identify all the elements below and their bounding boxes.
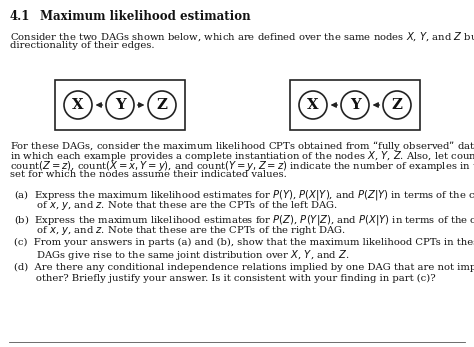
Text: of $x$, $y$, and $z$. Note that these are the CPTs of the left DAG.: of $x$, $y$, and $z$. Note that these ar… <box>14 198 338 212</box>
Circle shape <box>64 91 92 119</box>
Circle shape <box>383 91 411 119</box>
Text: Maximum likelihood estimation: Maximum likelihood estimation <box>40 10 251 23</box>
Circle shape <box>148 91 176 119</box>
Text: For these DAGs, consider the maximum likelihood CPTs obtained from “fully observ: For these DAGs, consider the maximum lik… <box>10 138 474 155</box>
Text: (c)  From your answers in parts (a) and (b), show that the maximum likelihood CP: (c) From your answers in parts (a) and (… <box>14 238 474 247</box>
Text: (a)  Express the maximum likelihood estimates for $P(Y)$, $P(X|Y)$, and $P(Z|Y)$: (a) Express the maximum likelihood estim… <box>14 188 474 202</box>
Text: set for which the nodes assume their indicated values.: set for which the nodes assume their ind… <box>10 169 287 178</box>
Text: directionality of their edges.: directionality of their edges. <box>10 41 155 50</box>
Text: X: X <box>307 98 319 112</box>
Text: (b)  Express the maximum likelihood estimates for $P(Z)$, $P(Y|Z)$, and $P(X|Y)$: (b) Express the maximum likelihood estim… <box>14 213 474 227</box>
FancyBboxPatch shape <box>290 80 420 130</box>
Circle shape <box>106 91 134 119</box>
Text: other? Briefly justify your answer. Is it consistent with your finding in part (: other? Briefly justify your answer. Is i… <box>14 273 436 282</box>
Text: Y: Y <box>350 98 360 112</box>
Text: (d)  Are there any conditional independence relations implied by one DAG that ar: (d) Are there any conditional independen… <box>14 263 474 272</box>
Circle shape <box>299 91 327 119</box>
FancyBboxPatch shape <box>55 80 185 130</box>
Text: count$(Z = z)$, count$(X = x, Y = y)$, and count$(Y = y, Z = z)$ indicate the nu: count$(Z = z)$, count$(X = x, Y = y)$, a… <box>10 159 474 173</box>
Circle shape <box>341 91 369 119</box>
Text: Z: Z <box>156 98 167 112</box>
Text: Consider the two DAGs shown below, which are defined over the same nodes $X$, $Y: Consider the two DAGs shown below, which… <box>10 30 474 43</box>
Text: Y: Y <box>115 98 125 112</box>
Text: in which each example provides a complete instantiation of the nodes $X$, $Y$, $: in which each example provides a complet… <box>10 149 474 162</box>
Text: of $x$, $y$, and $z$. Note that these are the CPTs of the right DAG.: of $x$, $y$, and $z$. Note that these ar… <box>14 223 346 237</box>
Text: DAGs give rise to the same joint distribution over $X$, $Y$, and $Z$.: DAGs give rise to the same joint distrib… <box>14 248 349 262</box>
Text: 4.1: 4.1 <box>10 10 30 23</box>
Text: Z: Z <box>392 98 402 112</box>
Text: X: X <box>72 98 84 112</box>
